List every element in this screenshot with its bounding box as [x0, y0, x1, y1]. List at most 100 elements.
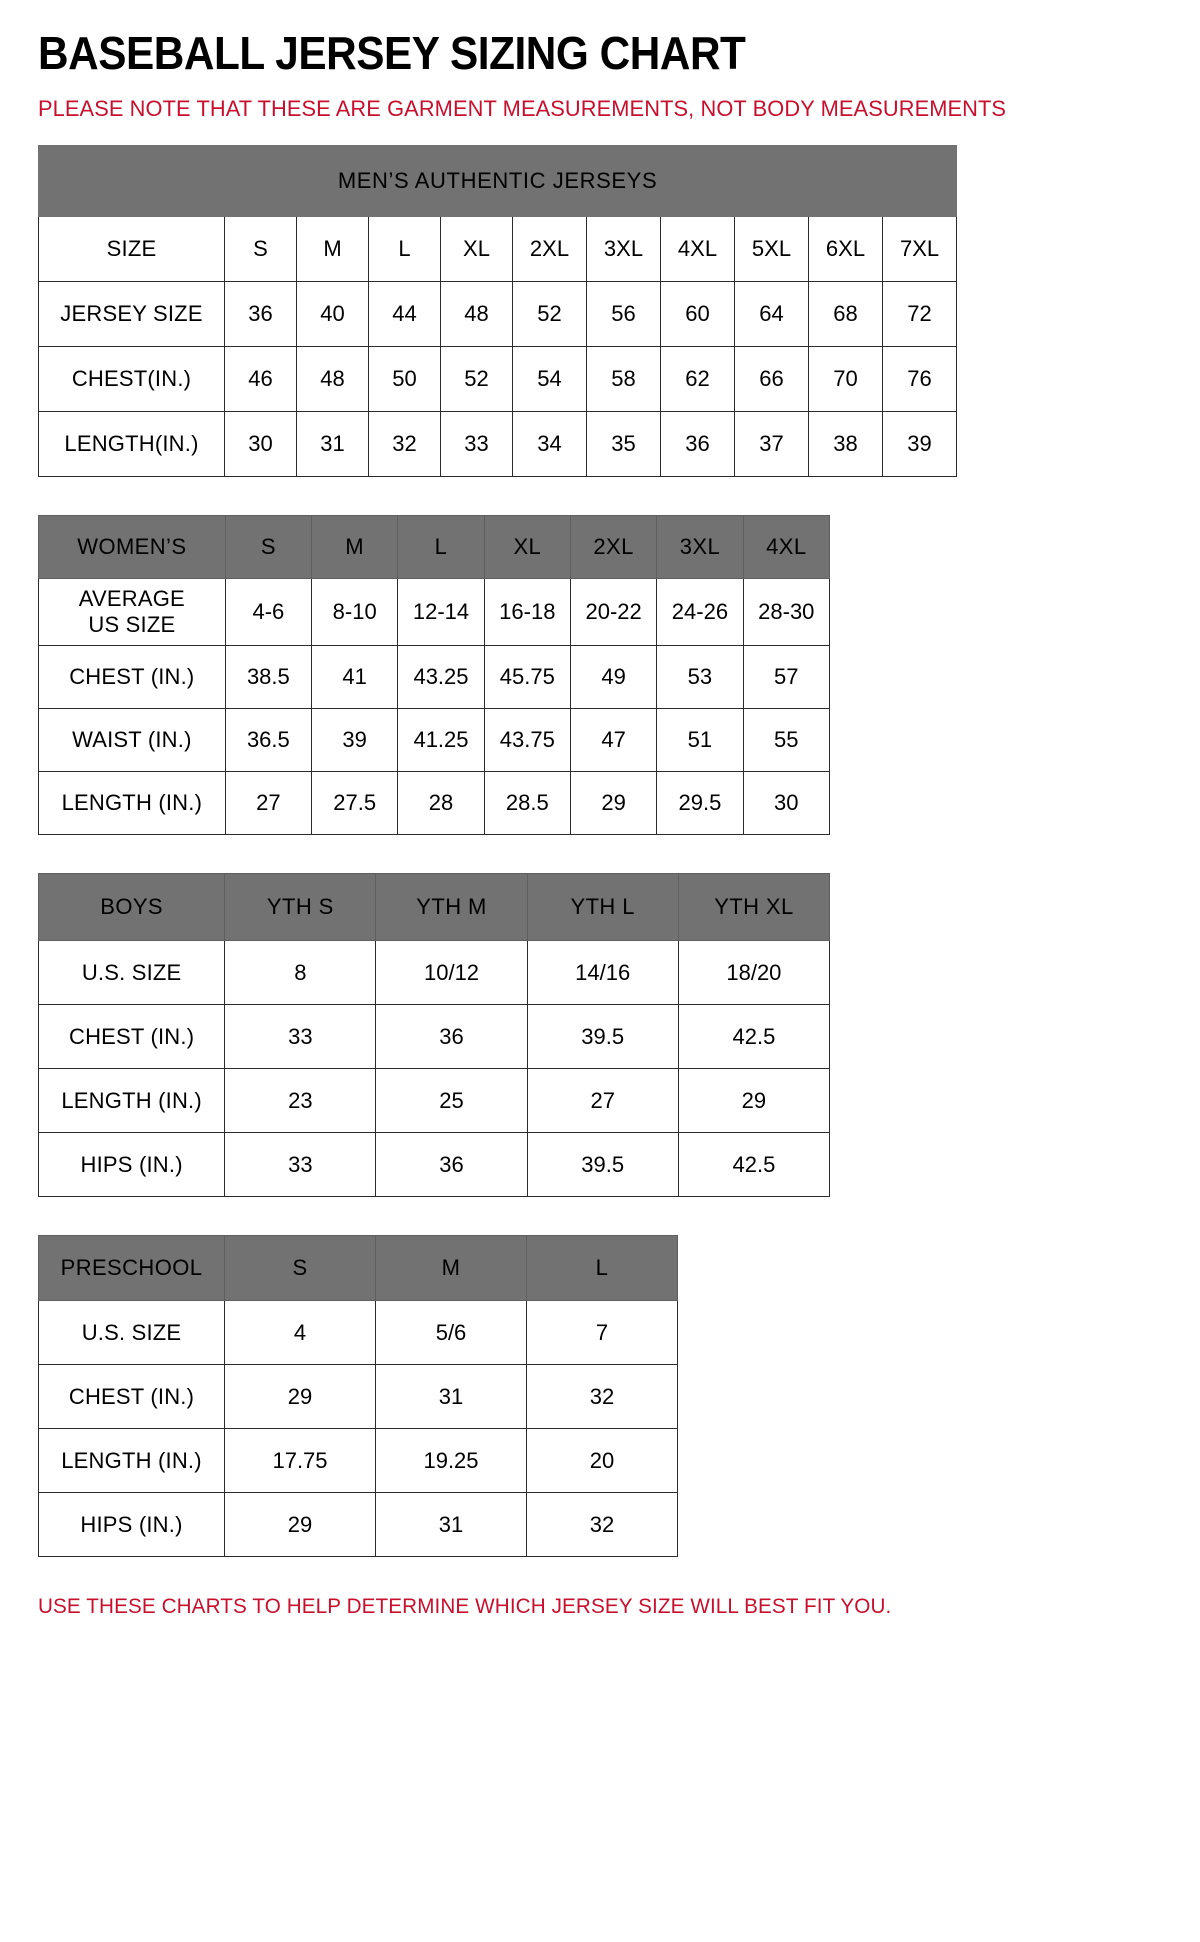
- table-cell: 62: [660, 346, 735, 412]
- table-cell: 8: [224, 940, 377, 1005]
- womens-header-row: WOMEN’S S M L XL 2XL 3XL 4XL: [38, 515, 831, 579]
- table-cell: 36: [375, 1132, 528, 1197]
- mens-col-header-2xl: 2XL: [512, 216, 587, 282]
- boys-col-header-yth-m: YTH M: [375, 873, 528, 941]
- table-cell: 54: [512, 346, 587, 412]
- table-cell: 34: [512, 411, 587, 477]
- table-cell: 29: [224, 1492, 376, 1557]
- mens-col-header-6xl: 6XL: [808, 216, 883, 282]
- table-cell: 41.25: [397, 708, 485, 772]
- table-cell: 16-18: [483, 578, 571, 646]
- table-cell: 20: [526, 1428, 678, 1493]
- preschool-row-label-us-size: U.S. SIZE: [38, 1300, 225, 1365]
- table-cell: 28-30: [742, 578, 831, 646]
- womens-row-label-length: LENGTH (IN.): [38, 771, 226, 835]
- table-cell: 38: [808, 411, 883, 477]
- table-cell: 31: [375, 1492, 527, 1557]
- table-cell: 12-14: [397, 578, 485, 646]
- preschool-row-label-chest: CHEST (IN.): [38, 1364, 225, 1429]
- table-cell: 14/16: [526, 940, 679, 1005]
- womens-jerseys-table: WOMEN’S S M L XL 2XL 3XL 4XL AVERAGE US …: [38, 515, 831, 835]
- table-cell: 68: [808, 281, 883, 347]
- table-cell: 48: [296, 346, 369, 412]
- table-cell: 43.25: [397, 645, 485, 709]
- table-cell: 39: [311, 708, 399, 772]
- table-cell: 60: [660, 281, 735, 347]
- table-row: LENGTH(IN.) 30 31 32 33 34 35 36 37 38 3…: [38, 411, 958, 477]
- table-cell: 33: [224, 1132, 377, 1197]
- boys-col-header-yth-s: YTH S: [224, 873, 377, 941]
- table-cell: 49: [569, 645, 658, 709]
- mens-authentic-jerseys-table: MEN’S AUTHENTIC JERSEYS SIZE S M L XL 2X…: [37, 145, 958, 477]
- table-cell: 53: [656, 645, 744, 709]
- table-cell: 64: [734, 281, 809, 347]
- table-row: U.S. SIZE 4 5/6 7: [38, 1300, 678, 1365]
- table-row: HIPS (IN.) 29 31 32: [38, 1492, 678, 1557]
- table-cell: 44: [368, 281, 441, 347]
- table-cell: 46: [224, 346, 297, 412]
- table-cell: 57: [742, 645, 831, 709]
- womens-col-header-m: M: [311, 515, 399, 579]
- boys-col-header-yth-xl: YTH XL: [677, 873, 831, 941]
- womens-col-header-3xl: 3XL: [656, 515, 744, 579]
- boys-row-label-chest: CHEST (IN.): [37, 1004, 226, 1069]
- table-cell: 5/6: [375, 1300, 527, 1365]
- womens-row-label-waist: WAIST (IN.): [38, 708, 226, 772]
- table-cell: 47: [569, 708, 658, 772]
- table-cell: 70: [808, 346, 883, 412]
- preschool-jerseys-table: PRESCHOOL S M L U.S. SIZE 4 5/6 7 CHEST …: [38, 1235, 678, 1557]
- womens-col-header-2xl: 2XL: [569, 515, 658, 579]
- chart-footer-note: USE THESE CHARTS TO HELP DETERMINE WHICH…: [38, 1595, 892, 1618]
- table-cell: 19.25: [375, 1428, 527, 1493]
- mens-row-label-length: LENGTH(IN.): [38, 411, 225, 477]
- table-row: LENGTH (IN.) 17.75 19.25 20: [38, 1428, 678, 1493]
- table-cell: 10/12: [375, 940, 528, 1005]
- mens-col-header-7xl: 7XL: [881, 216, 958, 282]
- table-cell: 29: [224, 1364, 376, 1429]
- mens-table-banner: MEN’S AUTHENTIC JERSEYS: [37, 145, 958, 217]
- womens-row-label-chest: CHEST (IN.): [38, 645, 226, 709]
- table-cell: 50: [368, 346, 441, 412]
- table-row: LENGTH (IN.) 27 27.5 28 28.5 29 29.5 30: [38, 771, 831, 835]
- table-cell: 51: [656, 708, 744, 772]
- table-cell: 72: [881, 281, 958, 347]
- table-cell: 35: [586, 411, 661, 477]
- mens-row-label-jersey-size: JERSEY SIZE: [38, 281, 225, 347]
- table-cell: 4: [224, 1300, 376, 1365]
- preschool-header-row: PRESCHOOL S M L: [38, 1235, 678, 1301]
- table-cell: 41: [311, 645, 399, 709]
- table-cell: 28: [397, 771, 485, 835]
- preschool-col-header-label: PRESCHOOL: [38, 1235, 225, 1301]
- table-cell: 29: [569, 771, 658, 835]
- womens-col-header-s: S: [224, 515, 313, 579]
- table-row: CHEST (IN.) 33 36 39.5 42.5: [37, 1004, 831, 1069]
- table-cell: 58: [586, 346, 661, 412]
- table-cell: 24-26: [656, 578, 744, 646]
- preschool-col-header-m: M: [375, 1235, 527, 1301]
- preschool-col-header-s: S: [224, 1235, 376, 1301]
- table-cell: 55: [742, 708, 831, 772]
- table-cell: 8-10: [311, 578, 399, 646]
- table-row: AVERAGE US SIZE 4-6 8-10 12-14 16-18 20-…: [38, 578, 831, 646]
- table-cell: 43.75: [483, 708, 571, 772]
- table-cell: 29.5: [656, 771, 744, 835]
- table-cell: 17.75: [224, 1428, 376, 1493]
- table-cell: 76: [881, 346, 958, 412]
- table-cell: 36: [224, 281, 297, 347]
- table-cell: 36: [660, 411, 735, 477]
- womens-row-label-line2: US SIZE: [88, 612, 176, 637]
- table-cell: 39.5: [526, 1132, 679, 1197]
- table-cell: 40: [296, 281, 369, 347]
- table-cell: 33: [224, 1004, 377, 1069]
- table-cell: 25: [375, 1068, 528, 1133]
- table-cell: 7: [526, 1300, 678, 1365]
- mens-col-header-l: L: [368, 216, 441, 282]
- boys-jerseys-table: BOYS YTH S YTH M YTH L YTH XL U.S. SIZE …: [37, 873, 831, 1197]
- womens-col-header-l: L: [397, 515, 485, 579]
- table-cell: 39: [881, 411, 958, 477]
- mens-col-header-m: M: [296, 216, 369, 282]
- mens-col-header-s: S: [224, 216, 297, 282]
- table-cell: 42.5: [677, 1004, 831, 1069]
- table-cell: 31: [296, 411, 369, 477]
